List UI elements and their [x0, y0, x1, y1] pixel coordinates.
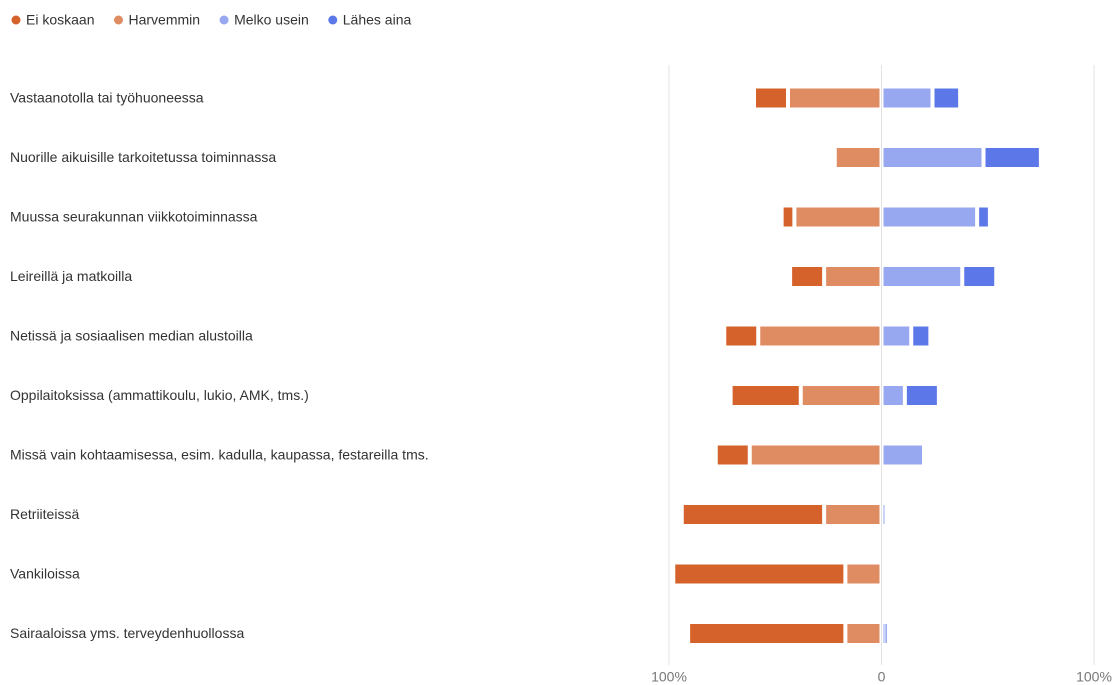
bar-segment: [883, 386, 903, 405]
bar-segment: [683, 505, 823, 524]
bar-segment: [934, 88, 959, 108]
bar-segment: [836, 148, 880, 167]
bar-segment: [796, 207, 880, 227]
bar-segment: [883, 326, 910, 346]
bar-segment: [883, 267, 961, 286]
bar-segment: [883, 445, 922, 465]
bar-segment: [826, 505, 880, 524]
bar-segment: [826, 267, 880, 286]
category-label: Retriiteissä: [10, 506, 79, 522]
bar-segment: [726, 326, 757, 346]
x-tick-label: 100%: [1076, 669, 1112, 685]
bar-segment: [751, 445, 880, 465]
x-tick-label: 0: [878, 669, 886, 685]
bar-segment: [802, 386, 880, 405]
category-label: Vankiloissa: [10, 566, 80, 582]
bar-segment: [913, 326, 929, 346]
bar-segment: [885, 624, 887, 643]
bar-segment: [883, 88, 931, 108]
bar-segment: [906, 386, 937, 405]
bar-segment: [883, 505, 885, 524]
bar-segment: [790, 88, 880, 108]
bar-segment: [985, 148, 1039, 167]
category-label: Vastaanotolla tai työhuoneessa: [10, 90, 204, 106]
category-label: Leireillä ja matkoilla: [10, 268, 132, 284]
legend-label: Melko usein: [234, 12, 309, 28]
legend-label: Ei koskaan: [26, 12, 94, 28]
legend-swatch: [219, 15, 229, 25]
bar-segment: [847, 564, 880, 584]
category-label: Muussa seurakunnan viikkotoiminnassa: [10, 209, 258, 225]
category-label: Netissä ja sosiaalisen median alustoilla: [10, 328, 253, 344]
bar-segment: [783, 207, 793, 227]
legend-swatch: [328, 15, 338, 25]
legend-swatch: [11, 15, 21, 25]
bar-segment: [979, 207, 988, 227]
bar-segment: [964, 267, 995, 286]
legend-label: Lähes aina: [343, 12, 412, 28]
category-label: Nuorille aikuisille tarkoitetussa toimin…: [10, 149, 276, 165]
bar-segment: [732, 386, 799, 405]
x-tick-label: 100%: [651, 669, 687, 685]
category-label: Missä vain kohtaamisessa, esim. kadulla,…: [10, 447, 429, 463]
bar-segment: [690, 624, 844, 643]
bar-segment: [792, 267, 823, 286]
bar-segment: [883, 624, 885, 643]
bar-segment: [883, 148, 982, 167]
legend-swatch: [113, 15, 123, 25]
bar-segment: [760, 326, 880, 346]
bar-segment: [756, 88, 786, 108]
bar-segment: [717, 445, 748, 465]
category-label: Oppilaitoksissa (ammattikoulu, lukio, AM…: [10, 387, 309, 403]
category-label: Sairaaloissa yms. terveydenhuollossa: [10, 625, 244, 641]
bar-segment: [883, 207, 976, 227]
legend-label: Harvemmin: [128, 12, 200, 28]
bar-segment: [847, 624, 880, 643]
bar-segment: [675, 564, 844, 584]
